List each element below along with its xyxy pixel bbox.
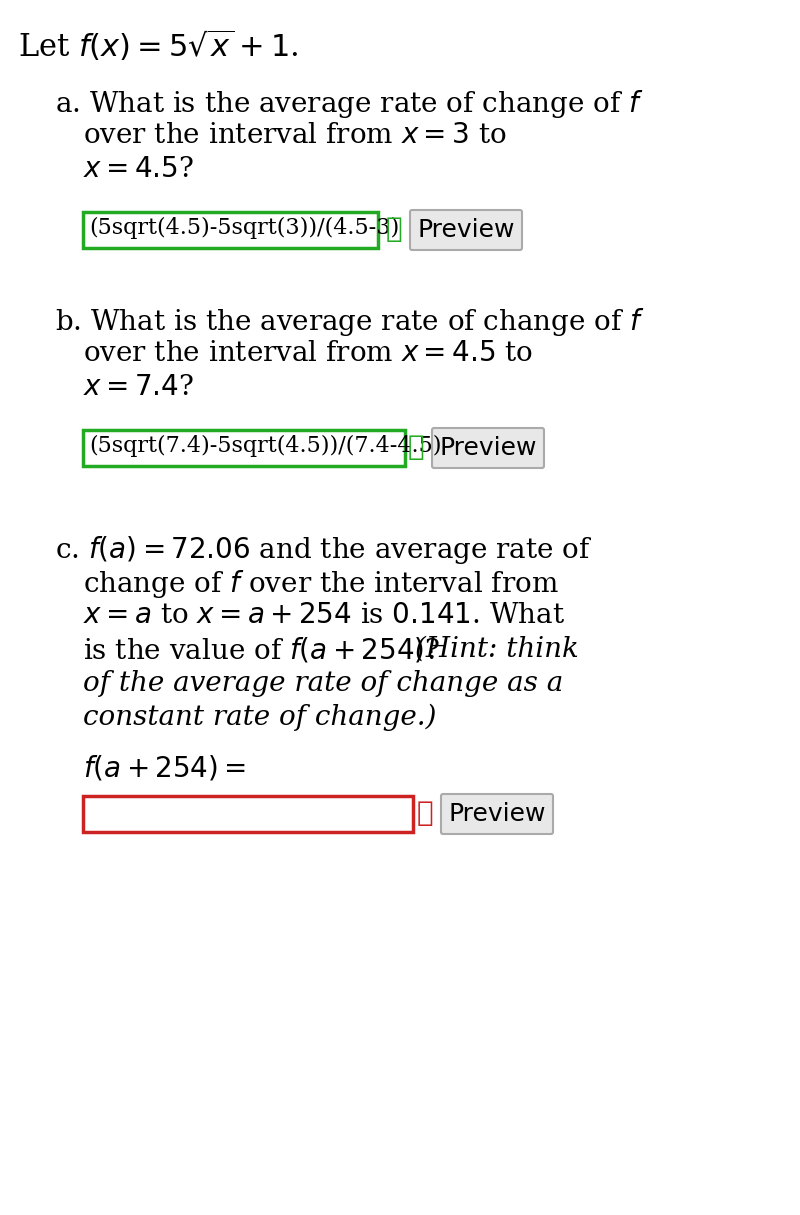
FancyBboxPatch shape xyxy=(432,428,544,468)
Text: Preview: Preview xyxy=(439,436,537,460)
Text: Let $f(x) = 5\sqrt{x} + 1$.: Let $f(x) = 5\sqrt{x} + 1$. xyxy=(18,28,298,64)
Text: ✔: ✔ xyxy=(408,434,425,460)
Text: c. $f(a) = 72.06$ and the average rate of: c. $f(a) = 72.06$ and the average rate o… xyxy=(55,535,593,566)
Text: change of $f$ over the interval from: change of $f$ over the interval from xyxy=(83,567,558,600)
Text: over the interval from $x = 4.5$ to: over the interval from $x = 4.5$ to xyxy=(83,340,533,367)
Bar xyxy=(83,211,378,248)
Text: constant rate of change.): constant rate of change.) xyxy=(83,703,437,731)
Text: of the average rate of change as a: of the average rate of change as a xyxy=(83,669,563,697)
Bar xyxy=(83,796,413,832)
Text: $x = 7.4$?: $x = 7.4$? xyxy=(83,374,194,401)
Text: (Hint: think: (Hint: think xyxy=(415,635,579,663)
Text: (5sqrt(4.5)-5sqrt(3))/(4.5-3): (5sqrt(4.5)-5sqrt(3))/(4.5-3) xyxy=(89,217,399,239)
FancyBboxPatch shape xyxy=(410,210,522,250)
Text: b. What is the average rate of change of $f$: b. What is the average rate of change of… xyxy=(55,306,645,338)
Text: ✘: ✘ xyxy=(417,799,434,827)
Text: a. What is the average rate of change of $f$: a. What is the average rate of change of… xyxy=(55,87,644,120)
Text: over the interval from $x = 3$ to: over the interval from $x = 3$ to xyxy=(83,122,506,149)
Text: $x = a$ to $x = a + 254$ is $0.141$. What: $x = a$ to $x = a + 254$ is $0.141$. Wha… xyxy=(83,601,565,629)
FancyBboxPatch shape xyxy=(441,793,553,833)
Text: $f(a + 254) =$: $f(a + 254) =$ xyxy=(83,755,246,782)
Text: ✔: ✔ xyxy=(386,216,402,243)
Text: is the value of $f(a + 254)$?: is the value of $f(a + 254)$? xyxy=(83,635,440,665)
Text: $x = 4.5$?: $x = 4.5$? xyxy=(83,156,194,183)
Text: Preview: Preview xyxy=(448,802,546,826)
Text: (5sqrt(7.4)-5sqrt(4.5))/(7.4-4.5): (5sqrt(7.4)-5sqrt(4.5))/(7.4-4.5) xyxy=(89,435,442,457)
Bar xyxy=(83,430,405,467)
Text: Preview: Preview xyxy=(418,217,514,242)
